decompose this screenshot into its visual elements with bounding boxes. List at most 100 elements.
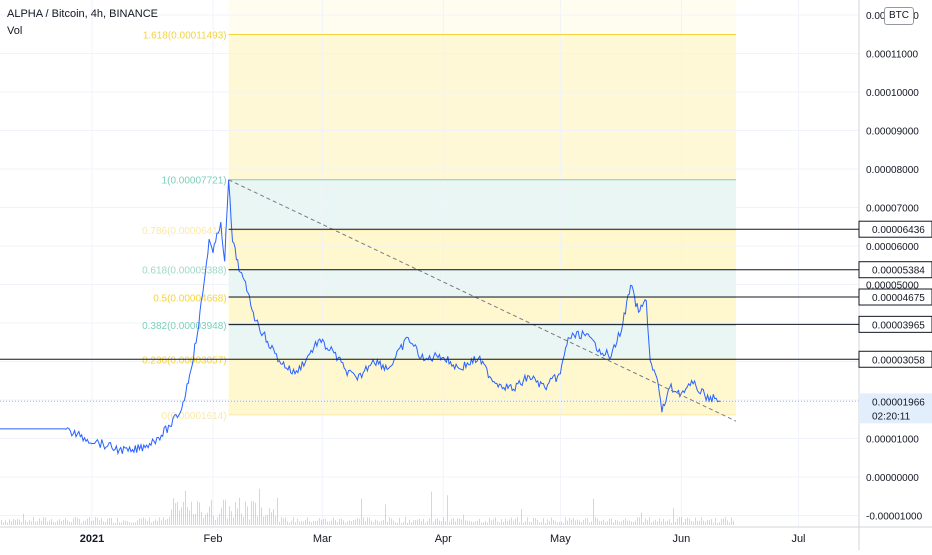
fib-extension-top-zone bbox=[228, 0, 737, 35]
volume-bar bbox=[285, 517, 286, 525]
price-axis-tick-label: 0.00011000 bbox=[866, 50, 919, 61]
volume-bar bbox=[441, 521, 442, 525]
volume-bar bbox=[273, 509, 274, 525]
volume-bar bbox=[77, 517, 78, 525]
volume-bar bbox=[499, 522, 500, 525]
volume-bar bbox=[73, 518, 74, 525]
volume-bar bbox=[209, 506, 210, 525]
volume-bar bbox=[221, 507, 222, 525]
volume-bar bbox=[731, 517, 732, 525]
volume-bar bbox=[537, 519, 538, 525]
currency-badge[interactable]: BTC bbox=[884, 7, 914, 25]
volume-bar bbox=[107, 518, 108, 525]
volume-bar bbox=[55, 522, 56, 525]
volume-bar bbox=[631, 521, 632, 525]
volume-bar bbox=[383, 519, 384, 525]
volume-bar bbox=[487, 522, 488, 525]
volume-bar bbox=[685, 518, 686, 525]
volume-bar bbox=[35, 521, 36, 525]
volume-bar bbox=[547, 519, 548, 525]
volume-bar bbox=[439, 520, 440, 525]
volume-bar bbox=[649, 517, 650, 525]
volume-bar bbox=[597, 518, 598, 525]
volume-bar bbox=[599, 520, 600, 525]
volume-bar bbox=[37, 521, 38, 525]
volume-bar bbox=[299, 521, 300, 525]
volume-bar bbox=[151, 522, 152, 525]
volume-bar bbox=[713, 522, 714, 525]
price-tag bbox=[858, 261, 932, 279]
volume-bar bbox=[47, 521, 48, 525]
volume-bar bbox=[203, 517, 204, 525]
volume-bar bbox=[515, 518, 516, 525]
time-axis-tick-label: 2021 bbox=[80, 533, 104, 545]
volume-bar bbox=[661, 521, 662, 525]
volume-bar bbox=[131, 522, 132, 525]
fib-zone bbox=[228, 359, 737, 415]
volume-bar bbox=[627, 520, 628, 525]
volume-bar bbox=[583, 519, 584, 525]
volume-bar bbox=[121, 522, 122, 525]
volume-bar bbox=[461, 519, 462, 525]
trend-line[interactable] bbox=[228, 179, 737, 422]
bar-countdown-label: 02:20:11 bbox=[872, 411, 911, 422]
price-axis-tick-label: 0.00001000 bbox=[866, 435, 919, 446]
volume-bar bbox=[63, 520, 64, 525]
volume-bar bbox=[153, 521, 154, 525]
volume-bar bbox=[313, 521, 314, 525]
volume-bar bbox=[609, 518, 610, 525]
volume-bar bbox=[25, 520, 26, 525]
volume-indicator-label[interactable]: Vol bbox=[7, 25, 23, 37]
volume-bar bbox=[117, 518, 118, 525]
volume-bar bbox=[489, 517, 490, 525]
volume-bar bbox=[215, 520, 216, 525]
volume-bar bbox=[683, 522, 684, 525]
volume-bar bbox=[413, 520, 414, 525]
volume-bar bbox=[603, 519, 604, 525]
volume-bar bbox=[1, 520, 2, 525]
volume-bar bbox=[51, 519, 52, 525]
volume-bar bbox=[601, 520, 602, 525]
volume-bar bbox=[173, 498, 174, 525]
volume-bar bbox=[689, 518, 690, 525]
volume-bar bbox=[679, 517, 680, 525]
volume-bar bbox=[629, 520, 630, 525]
volume-bar bbox=[377, 520, 378, 525]
price-tag-label: 0.00003058 bbox=[872, 355, 925, 366]
volume-bar bbox=[467, 520, 468, 525]
volume-bar bbox=[663, 518, 664, 525]
volume-bar bbox=[181, 507, 182, 525]
volume-bar bbox=[373, 521, 374, 525]
volume-bar bbox=[551, 517, 552, 525]
volume-bar bbox=[659, 518, 660, 525]
volume-bar bbox=[391, 518, 392, 525]
volume-bar bbox=[543, 518, 544, 525]
volume-bar bbox=[729, 522, 730, 525]
volume-bar bbox=[389, 517, 390, 525]
volume-bar bbox=[497, 521, 498, 525]
volume-bar bbox=[715, 518, 716, 525]
volume-bar bbox=[231, 511, 232, 525]
volume-bar bbox=[247, 506, 248, 525]
volume-bar bbox=[183, 501, 184, 525]
volume-bar bbox=[177, 502, 178, 525]
volume-bar bbox=[233, 517, 234, 525]
volume-bar bbox=[329, 521, 330, 525]
volume-bar bbox=[165, 520, 166, 525]
volume-bar bbox=[355, 519, 356, 525]
volume-bar bbox=[265, 515, 266, 525]
volume-bar bbox=[535, 518, 536, 525]
volume-bar bbox=[119, 522, 120, 525]
volume-bar bbox=[275, 515, 276, 525]
volume-bar bbox=[695, 517, 696, 525]
volume-bar bbox=[705, 521, 706, 525]
volume-bar bbox=[271, 512, 272, 525]
volume-bar bbox=[691, 520, 692, 525]
volume-bar bbox=[269, 508, 270, 525]
volume-bar bbox=[379, 522, 380, 525]
volume-bar bbox=[161, 520, 162, 525]
volume-bar bbox=[503, 521, 504, 525]
volume-bar bbox=[31, 521, 32, 525]
